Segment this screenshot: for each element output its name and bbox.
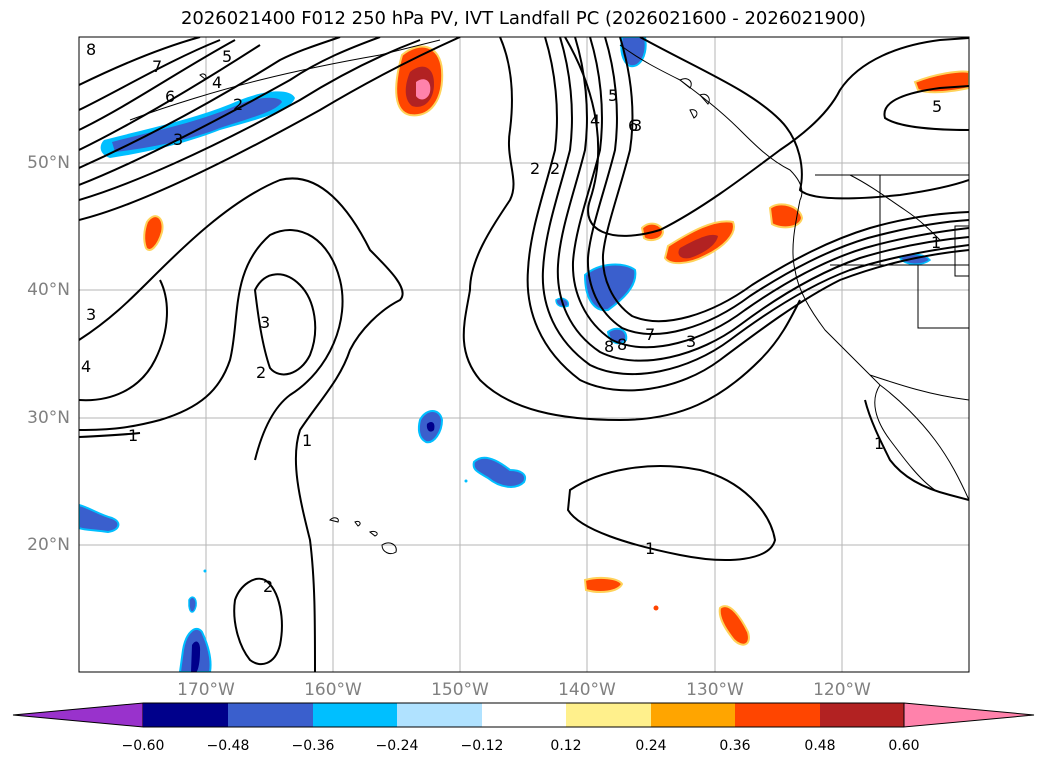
contour-label: 1 bbox=[931, 233, 941, 252]
contour-label: 1 bbox=[302, 431, 312, 450]
colorbar-segment bbox=[566, 703, 651, 727]
lat-label-50n: 50°N bbox=[27, 153, 70, 173]
colorbar-tick-label: 0.60 bbox=[888, 738, 920, 754]
colorbar-segment bbox=[313, 703, 397, 727]
pv-filled-features bbox=[79, 37, 969, 672]
contour-label: 2 bbox=[530, 159, 540, 178]
pv-positive-spot bbox=[143, 215, 164, 251]
lon-label-160w: 160°W bbox=[304, 680, 362, 700]
colorbar-extend-low bbox=[12, 702, 144, 728]
colorbar-extend-high bbox=[903, 702, 1035, 728]
colorbar-tick-label: −0.24 bbox=[375, 738, 419, 754]
contour-label: 5 bbox=[608, 86, 618, 105]
coastlines bbox=[129, 39, 969, 501]
contour-label: 5 bbox=[932, 97, 942, 116]
pv-contours bbox=[79, 37, 969, 672]
colorbar-tick-label: 0.12 bbox=[550, 738, 582, 754]
colorbar-segment bbox=[482, 703, 566, 727]
contour-label: 2 bbox=[233, 95, 243, 114]
lat-label-30n: 30°N bbox=[27, 408, 70, 428]
colorbar-segment bbox=[228, 703, 313, 727]
islands bbox=[199, 73, 710, 555]
contour-label: 6 bbox=[165, 87, 175, 106]
contour-label: 2 bbox=[256, 363, 266, 382]
contour-label: 4 bbox=[212, 73, 222, 92]
lat-label-40n: 40°N bbox=[27, 280, 70, 300]
colorbar-tick-label: 0.48 bbox=[804, 738, 836, 754]
map-frame-bg bbox=[79, 37, 969, 672]
contour-label: 1 bbox=[645, 539, 655, 558]
pv-negative-spot bbox=[79, 503, 120, 534]
lon-label-170w: 170°W bbox=[177, 680, 235, 700]
colorbar-segment bbox=[735, 703, 820, 727]
pv-positive-spot bbox=[768, 203, 804, 229]
colorbar bbox=[12, 702, 1035, 728]
contour-label: 1 bbox=[128, 426, 138, 445]
colorbar-tick-label: −0.36 bbox=[291, 738, 335, 754]
contour-label: 3 bbox=[173, 130, 183, 149]
contour-label: 7 bbox=[645, 325, 655, 344]
pv-positive-spot bbox=[583, 576, 624, 593]
lat-label-20n: 20°N bbox=[27, 535, 70, 555]
colorbar-segment bbox=[143, 703, 228, 727]
gridlines bbox=[79, 37, 969, 672]
contour-label: 8 bbox=[604, 337, 614, 356]
contour-label: 3 bbox=[632, 116, 642, 135]
contour-label: 8 bbox=[617, 335, 627, 354]
contour-labels: 8 7 6 5 4 2 3 2 3 2 1 1 2 3 4 3 2 4 5 6 … bbox=[81, 40, 942, 596]
contour-label: 6 bbox=[628, 116, 638, 135]
contour-label: 5 bbox=[222, 47, 232, 66]
map-title: 2026021400 F012 250 hPa PV, IVT Landfall… bbox=[180, 8, 867, 29]
pv-negative-spot bbox=[188, 596, 197, 613]
contour-label: 2 bbox=[263, 577, 273, 596]
contour-label: 4 bbox=[590, 111, 600, 130]
contour-label: 3 bbox=[260, 313, 270, 332]
colorbar-tick-label: 0.36 bbox=[719, 738, 751, 754]
contour-label: 3 bbox=[686, 332, 696, 351]
pv-negative-spot bbox=[583, 263, 637, 312]
colorbar-tick-label: −0.12 bbox=[460, 738, 504, 754]
colorbar-segment bbox=[651, 703, 735, 727]
contour-label: 3 bbox=[86, 305, 96, 324]
contour-label: 2 bbox=[550, 159, 560, 178]
contour-label: 8 bbox=[86, 40, 96, 59]
lon-label-140w: 140°W bbox=[558, 680, 616, 700]
colorbar-segment bbox=[820, 703, 904, 727]
contour-label: 7 bbox=[152, 57, 162, 76]
pv-positive-spot bbox=[718, 605, 750, 646]
contour-label: 1 bbox=[874, 434, 884, 453]
lon-label-130w: 130°W bbox=[686, 680, 744, 700]
colorbar-tick-label: −0.48 bbox=[206, 738, 250, 754]
colorbar-segment bbox=[397, 703, 482, 727]
colorbar-tick-label: 0.24 bbox=[635, 738, 667, 754]
lon-label-150w: 150°W bbox=[431, 680, 489, 700]
contour-label: 4 bbox=[81, 357, 91, 376]
colorbar-tick-label: −0.60 bbox=[121, 738, 165, 754]
lon-label-120w: 120°W bbox=[813, 680, 871, 700]
map-frame bbox=[78, 36, 970, 673]
pv-negative-spot bbox=[472, 456, 526, 488]
